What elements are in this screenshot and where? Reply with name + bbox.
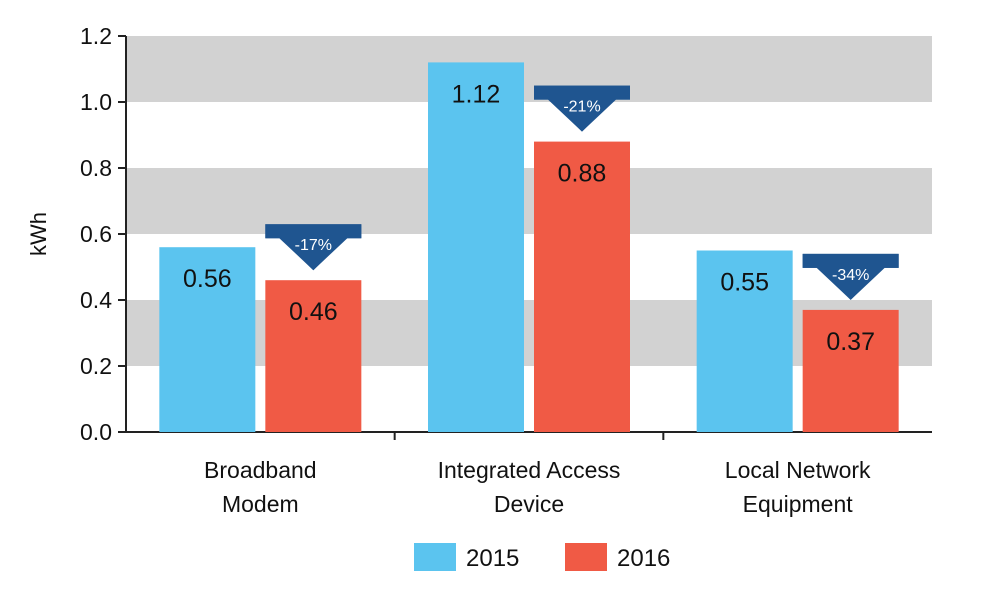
y-tick-label: 0.0 — [80, 419, 112, 445]
bar-2016-1 — [534, 141, 630, 432]
legend-swatch-2016 — [565, 543, 607, 571]
change-badge-arrow — [265, 224, 362, 271]
bar-2015-0 — [159, 247, 256, 432]
x-category-label: Equipment — [743, 491, 854, 517]
bar-2015-1 — [428, 62, 524, 433]
change-badge-arrow — [802, 253, 899, 300]
x-category-label: Modem — [222, 491, 299, 517]
legend-label: 2016 — [617, 545, 670, 572]
legend-label: 2015 — [466, 545, 519, 572]
y-tick-label: 0.4 — [80, 287, 112, 313]
y-axis-title: kWh — [26, 212, 51, 256]
legend-swatch-2015 — [414, 543, 456, 571]
change-badge-arrow — [534, 85, 630, 132]
change-label: -21% — [563, 99, 600, 116]
change-label: -17% — [295, 237, 332, 254]
bar-2016-0 — [265, 280, 362, 432]
bar-2015-2 — [696, 250, 793, 432]
y-tick-label: 0.2 — [80, 353, 112, 379]
bar-value-label: 0.46 — [289, 298, 338, 326]
grid-band — [126, 168, 932, 234]
bar-value-label: 0.55 — [720, 269, 769, 297]
y-tick-label: 1.2 — [80, 23, 112, 49]
grid-band — [126, 300, 932, 366]
y-tick-label: 0.8 — [80, 155, 112, 181]
bar-value-label: 1.12 — [452, 80, 501, 108]
x-category-label: Integrated Access — [438, 457, 621, 483]
x-category-label: Device — [494, 491, 564, 517]
bar-value-label: 0.56 — [183, 265, 232, 293]
y-tick-label: 0.6 — [80, 221, 112, 247]
y-tick-label: 1.0 — [80, 89, 112, 115]
bar-2016-2 — [802, 309, 899, 432]
change-label: -34% — [832, 267, 869, 284]
bar-value-label: 0.88 — [558, 160, 607, 188]
x-category-label: Broadband — [204, 457, 317, 483]
x-category-label: Local Network — [725, 457, 871, 483]
bar-value-label: 0.37 — [826, 328, 875, 356]
grid-band — [126, 36, 932, 102]
